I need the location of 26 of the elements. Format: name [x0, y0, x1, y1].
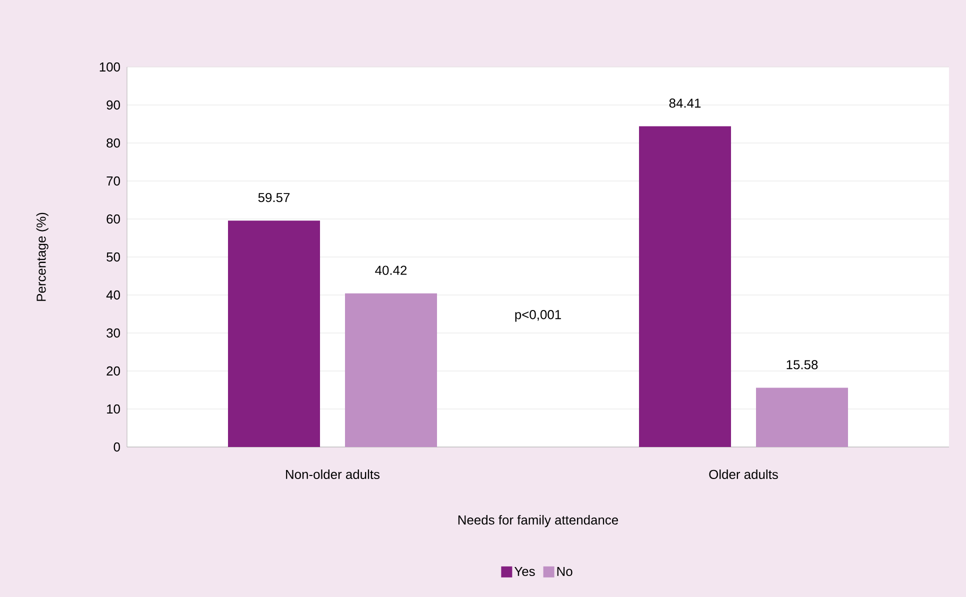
y-tick-label: 10	[107, 404, 120, 414]
bar	[756, 388, 848, 447]
y-tick-label: 0	[114, 442, 120, 452]
x-tick-label: Non-older adults	[286, 470, 380, 480]
x-axis-title: Needs for family attendance	[458, 515, 618, 528]
y-tick-label: 60	[106, 214, 120, 224]
x-tick-label: Older adults	[709, 470, 778, 480]
data-label: 59.57	[258, 192, 290, 202]
y-tick-label: 20	[106, 366, 120, 376]
data-label: 15.58	[786, 360, 818, 370]
y-tick-label: 40	[106, 290, 120, 300]
y-tick-label: 100	[100, 62, 120, 72]
y-tick-label: 80	[106, 138, 120, 148]
y-axis-title: Percentage (%)	[36, 212, 48, 301]
data-label: 40.42	[375, 266, 407, 275]
y-tick-label: 90	[106, 100, 120, 110]
annotation: p<0,001	[515, 310, 561, 322]
bar	[228, 220, 320, 447]
y-tick-label: 70	[106, 176, 120, 186]
data-label: 84.41	[669, 98, 701, 108]
y-tick-label: 50	[106, 252, 120, 262]
bar	[345, 293, 438, 447]
legend-label: Yes	[514, 566, 535, 576]
y-tick-label: 30	[106, 328, 120, 338]
legend-label: No	[557, 566, 572, 576]
bar	[639, 126, 732, 447]
